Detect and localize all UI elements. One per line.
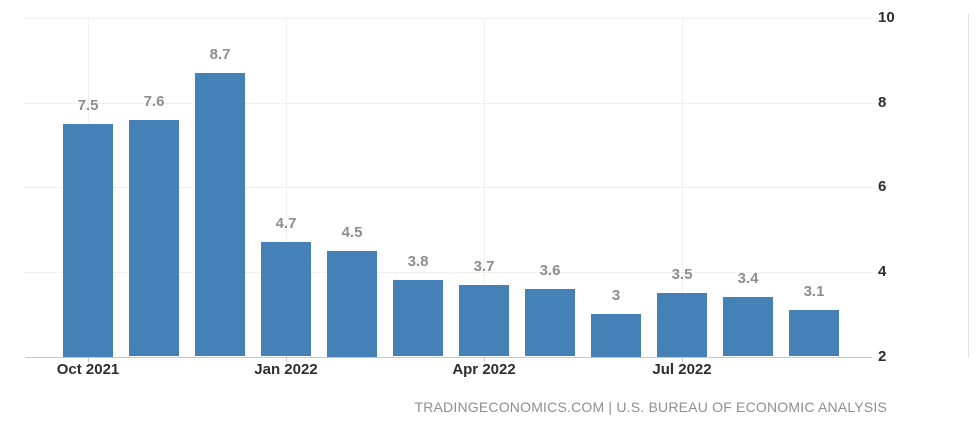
bar-feb-2022[interactable] — [327, 250, 377, 357]
x-axis-label: Jan 2022 — [254, 361, 318, 378]
bar-value-label: 3.6 — [539, 261, 561, 279]
bar-oct-2021[interactable] — [63, 123, 113, 357]
y-axis-label: 10 — [878, 9, 895, 26]
bar-mar-2022[interactable] — [393, 280, 443, 357]
gridline-horizontal — [25, 18, 872, 19]
x-tick-mark — [682, 357, 683, 362]
bar-jul-2022[interactable] — [657, 293, 707, 357]
x-axis-label: Jul 2022 — [652, 361, 712, 378]
gridline-vertical — [286, 18, 287, 357]
bar-jun-2022[interactable] — [591, 314, 641, 357]
y-axis-label: 4 — [878, 262, 887, 280]
bar-value-label: 8.7 — [209, 46, 231, 63]
gridline-vertical — [682, 18, 683, 357]
gridline-horizontal — [25, 187, 872, 189]
bar-aug-2022[interactable] — [723, 297, 773, 357]
bar-value-label: 3.4 — [737, 270, 759, 288]
bar-sep-2022[interactable] — [789, 309, 839, 357]
bar-dec-2021[interactable] — [195, 73, 245, 357]
bar-jan-2022[interactable] — [261, 242, 311, 357]
bar-value-label: 3.1 — [803, 282, 825, 300]
y-axis-label: 6 — [878, 178, 887, 196]
x-tick-mark — [88, 357, 89, 362]
bar-value-label: 3.5 — [671, 266, 693, 284]
gridline-horizontal — [25, 102, 872, 104]
bar-value-label: 3 — [611, 287, 621, 305]
gridline-vertical — [484, 18, 485, 357]
x-axis-line — [25, 356, 872, 358]
bar-value-label: 3.8 — [407, 253, 429, 271]
bar-value-label: 7.6 — [143, 92, 165, 110]
bar-apr-2022[interactable] — [459, 284, 509, 357]
x-tick-mark — [286, 357, 287, 362]
gridline-horizontal — [25, 271, 872, 273]
attribution-text: TRADINGECONOMICS.COM | U.S. BUREAU OF EC… — [414, 399, 887, 415]
x-axis-label: Oct 2021 — [56, 361, 120, 378]
y-axis-label: 8 — [878, 93, 887, 111]
x-tick-mark — [484, 357, 485, 362]
bar-value-label: 7.5 — [77, 96, 99, 114]
bar-nov-2021[interactable] — [129, 119, 179, 357]
bar-value-label: 4.7 — [275, 215, 297, 233]
bar-value-label: 4.5 — [341, 223, 363, 241]
y-axis-label: 2 — [878, 347, 887, 365]
chart-right-border — [968, 14, 969, 358]
bar-value-label: 3.7 — [473, 257, 495, 275]
x-axis-label: Apr 2022 — [452, 361, 516, 378]
bar-may-2022[interactable] — [525, 288, 575, 357]
